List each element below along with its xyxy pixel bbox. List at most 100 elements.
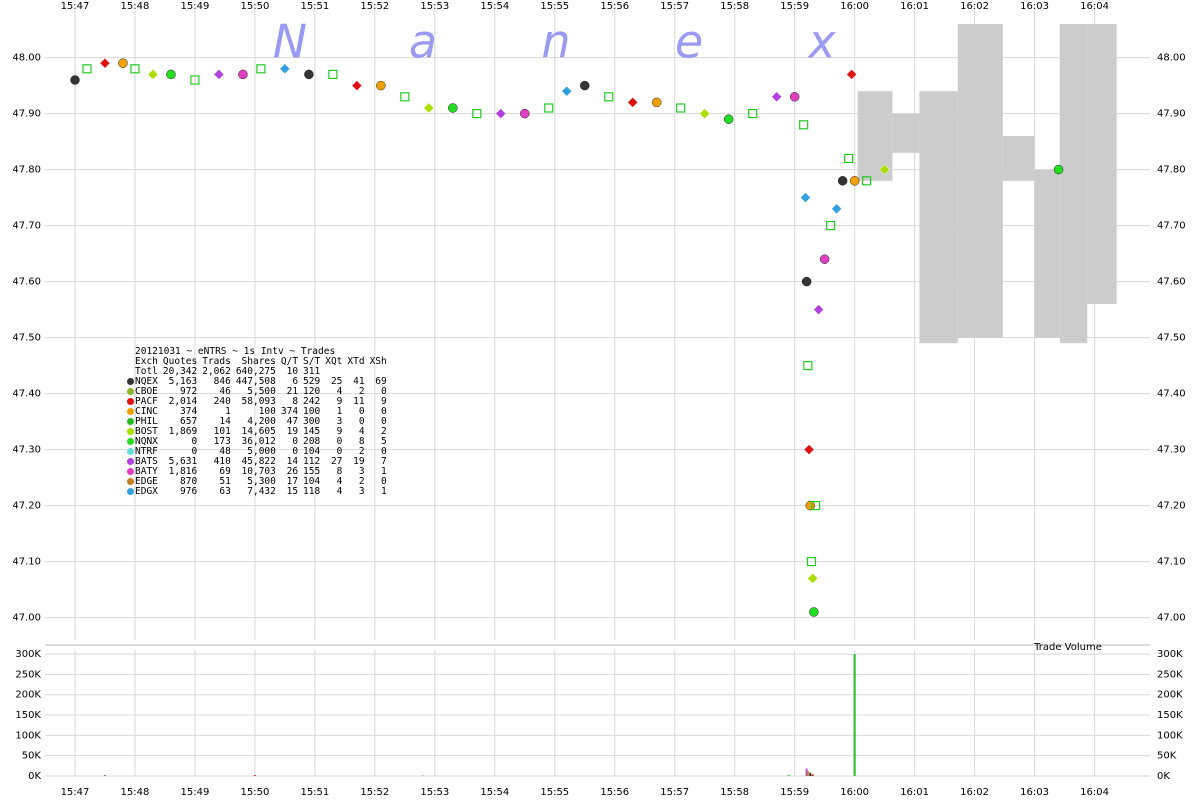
legend-cell: 2	[358, 476, 365, 487]
legend-cell: 1	[381, 466, 387, 477]
legend-cell: CINC	[135, 406, 158, 417]
legend-cell: 36,012	[241, 436, 276, 447]
legend-marker-cell	[122, 417, 134, 427]
legend-cell: 529	[303, 376, 321, 387]
trade-marker	[376, 80, 386, 91]
trade-marker	[279, 63, 291, 75]
x-tick-label: 15:57	[660, 1, 689, 12]
legend-cell: 4	[336, 486, 343, 497]
legend-row: NQNX 0 173 36,012 0 208 0 8 5	[122, 437, 387, 447]
x-tick-label: 15:56	[600, 1, 629, 12]
legend-cell: 5	[381, 436, 387, 447]
legend-marker-cell	[122, 387, 134, 397]
y-tick-label: 47.10	[1157, 557, 1186, 568]
x-tick-label: 15:47	[61, 1, 90, 12]
legend-grid: 20121031 ~ eNTRS ~ 1s Intv ~ Trades Exch Q…	[122, 347, 387, 497]
trade-marker	[472, 108, 482, 119]
legend-cell: 48	[219, 446, 231, 457]
trade-marker	[811, 501, 821, 511]
legend-cell: 374	[280, 406, 299, 417]
y-tick-label: 47.20	[1157, 501, 1186, 512]
legend-cell: 14	[286, 456, 299, 467]
legend-cell: 242	[303, 396, 321, 407]
x-tick-label: 15:59	[780, 1, 809, 12]
y-tick-label: 100K	[15, 730, 41, 741]
legend-cell: 4	[336, 476, 343, 487]
volume-bar	[103, 775, 106, 776]
y-tick-label: 200K	[1157, 690, 1183, 701]
x-tick-label: 15:57	[660, 787, 689, 798]
legend-cell: 15	[286, 486, 299, 497]
trade-marker	[70, 75, 80, 85]
legend-cell: 0	[381, 446, 387, 457]
legend-header-row: Exch Quotes Trads Shares Q/T S/T XQt XTd XSh	[122, 357, 387, 367]
legend-cell: EDGX	[135, 486, 158, 497]
x-tick-label: 15:58	[720, 787, 749, 798]
legend-cell: 10	[286, 366, 299, 377]
y-tick-label: 300K	[1157, 649, 1183, 660]
y-tick-label: 47.00	[1157, 613, 1186, 624]
y-tick-label: 150K	[15, 710, 41, 721]
y-tick-label: 0K	[1157, 771, 1170, 782]
x-tick-label: 15:52	[360, 787, 389, 798]
legend-marker	[127, 398, 134, 405]
legend-marker	[127, 418, 134, 425]
y-tick-label: 47.70	[1157, 221, 1186, 232]
legend-cell: 7,432	[247, 486, 276, 497]
legend-spacer	[122, 357, 134, 367]
legend-cell: NQNX	[135, 436, 158, 447]
legend-cell: 145	[303, 426, 321, 437]
legend-marker	[127, 428, 134, 435]
legend-cell: 208	[303, 436, 321, 447]
trade-marker	[130, 64, 140, 74]
legend-cell: 1	[225, 406, 231, 417]
trade-marker	[147, 69, 159, 80]
legend-cell: 972	[180, 386, 198, 397]
y-tick-label: 47.20	[12, 501, 41, 512]
legend-marker	[127, 438, 134, 445]
legend-cell: 1,816	[168, 466, 198, 477]
legend-row: Totl 20,342 2,062 640,275 10 311	[122, 367, 387, 377]
legend-cell: 3	[358, 486, 365, 497]
volume-bar	[811, 774, 814, 776]
x-tick-label: 16:02	[960, 787, 989, 798]
legend-cell: 25	[330, 376, 343, 387]
quote-band	[1002, 136, 1035, 181]
x-tick-label: 15:50	[240, 1, 269, 12]
trade-marker	[800, 192, 811, 203]
legend-cell: 46	[219, 386, 231, 397]
legend-cell: 1	[336, 406, 343, 417]
legend-cell: 0	[336, 446, 343, 457]
legend-marker	[127, 478, 134, 485]
y-tick-label: 47.80	[1157, 165, 1186, 176]
trade-marker	[1053, 164, 1064, 175]
legend-cell: 9	[381, 396, 387, 407]
legend-cell: 47	[286, 416, 299, 427]
legend-marker-cell	[122, 427, 134, 437]
y-tick-label: 47.80	[12, 165, 41, 176]
y-tick-label: 48.00	[12, 53, 41, 64]
legend-cell: 5,300	[247, 476, 276, 487]
x-tick-label: 15:51	[300, 787, 329, 798]
legend-marker-cell	[122, 437, 134, 447]
legend-cell: 240	[213, 396, 231, 407]
x-tick-label: 16:03	[1020, 787, 1049, 798]
volume-bar	[253, 775, 256, 776]
x-tick-label: 15:52	[360, 1, 389, 12]
y-tick-label: 50K	[1157, 751, 1177, 762]
quote-band	[892, 113, 920, 153]
volume-bar	[805, 768, 808, 776]
watermark-letter: e	[675, 15, 703, 69]
trade-marker	[723, 114, 734, 124]
legend-cell: 2	[358, 446, 365, 457]
legend-cell: 0	[336, 436, 343, 447]
legend-header: XSh	[369, 356, 387, 367]
y-tick-label: 47.30	[1157, 445, 1186, 456]
legend-cell: 104	[303, 476, 321, 487]
legend-cell: 0	[191, 446, 198, 457]
quote-band	[1059, 24, 1088, 344]
legend-header: S/T	[303, 356, 321, 367]
legend-cell: 51	[219, 476, 231, 487]
